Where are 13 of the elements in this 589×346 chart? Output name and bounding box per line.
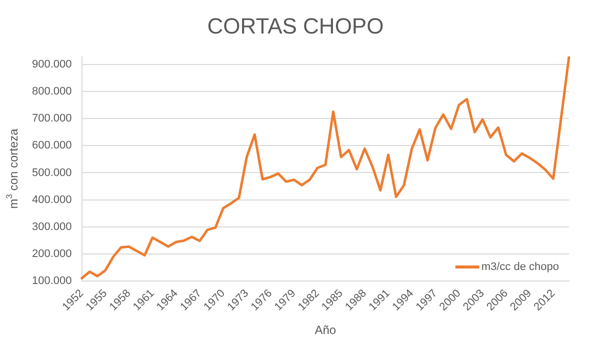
y-tick-label: 200.000 xyxy=(32,248,72,260)
y-tick-label: 400.000 xyxy=(32,194,72,206)
y-tick-label: 500.000 xyxy=(32,166,72,179)
y-tick-label: 700.000 xyxy=(32,112,72,125)
y-tick-label: 800.000 xyxy=(32,86,72,98)
chart-title: CORTAS CHOPO xyxy=(207,13,384,38)
legend-label: m3/cc de chopo xyxy=(481,260,559,273)
y-tick-label: 100.000 xyxy=(32,274,72,287)
y-tick-label: 300.000 xyxy=(32,220,72,233)
y-tick-label: 600.000 xyxy=(32,140,72,152)
y-tick-label: 900.000 xyxy=(32,58,72,71)
y-axis-title: m3 con corteza xyxy=(4,128,20,209)
x-axis-title: Año xyxy=(314,323,336,338)
